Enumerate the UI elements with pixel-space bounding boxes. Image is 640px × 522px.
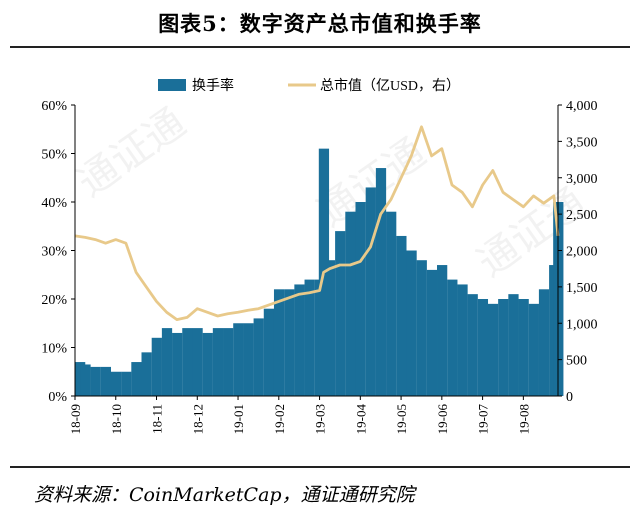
bar-43: [498, 299, 509, 396]
bar-22: [294, 284, 305, 396]
bar-2: [90, 366, 101, 396]
right-tick-label: 1,500: [566, 281, 598, 296]
x-tick-label: 19-05: [394, 404, 409, 434]
bar-41: [477, 299, 489, 396]
legend-label-turnover: 换手率: [192, 77, 234, 94]
bar-46: [528, 303, 539, 396]
bar-44: [508, 294, 519, 396]
bar-16: [233, 323, 244, 396]
left-tick-label: 50%: [41, 148, 67, 163]
bar-34: [406, 250, 417, 396]
bar-26: [324, 260, 336, 396]
bar-14: [212, 328, 224, 396]
left-tick-label: 10%: [41, 342, 67, 357]
bar-13: [202, 332, 213, 396]
x-tick-label: 18-10: [109, 404, 124, 434]
bar-36: [426, 269, 438, 396]
bar-7: [141, 352, 152, 396]
right-tick-label: 4,000: [566, 99, 598, 114]
bar-series: [75, 148, 564, 396]
left-tick-label: 20%: [41, 293, 67, 308]
left-tick-label: 60%: [41, 99, 67, 114]
bar-20: [273, 289, 285, 396]
bar-31: [375, 168, 387, 396]
bar-33: [396, 235, 407, 396]
right-tick-label: 500: [566, 354, 587, 369]
svg-text:通证通: 通证通: [469, 180, 593, 286]
x-tick-label: 19-03: [313, 404, 328, 434]
bar-28: [345, 211, 356, 396]
bar-47: [538, 289, 550, 396]
x-tick-label: 18-12: [190, 404, 205, 434]
x-tick-label: 19-04: [353, 404, 368, 435]
legend-swatch-turnover: [158, 79, 186, 91]
bar-18: [253, 318, 264, 396]
bar-15: [223, 328, 234, 396]
right-tick-label: 1,000: [566, 317, 598, 332]
bar-29: [355, 202, 366, 396]
x-tick-label: 18-11: [150, 404, 165, 434]
x-tick-label: 18-09: [68, 404, 83, 434]
right-tick-label: 2,000: [566, 245, 598, 260]
chart: 通证通 通证通 通证通 0% 10% 20% 30% 40% 50% 60% 0 500 1,00…: [41, 77, 597, 434]
bottom-rule: [10, 466, 630, 468]
line-series-market-cap: [74, 125, 560, 321]
left-tick-label: 40%: [41, 196, 67, 211]
bar-27: [335, 231, 346, 396]
bar-4: [110, 371, 122, 396]
source-note: 资料来源：CoinMarketCap，通证通研究院: [34, 484, 415, 506]
bar-32: [386, 211, 397, 396]
x-tick-label: 19-07: [476, 404, 491, 435]
left-tick-label: 0%: [48, 390, 67, 405]
x-tick-label: 19-01: [231, 404, 246, 434]
bar-11: [182, 328, 193, 396]
bar-10: [172, 332, 183, 396]
bar-23: [304, 279, 315, 396]
bar-17: [243, 323, 254, 396]
bar-1: [80, 364, 91, 396]
right-tick-label: 0: [566, 390, 573, 405]
right-tick-label: 3,500: [566, 135, 598, 150]
bar-12: [192, 328, 203, 396]
right-tick-label: 3,000: [566, 172, 598, 187]
bar-30: [365, 187, 376, 396]
bar-0: [75, 362, 86, 396]
bar-19: [263, 308, 275, 396]
legend-label-market-cap: 总市值（亿USD，右）: [320, 77, 460, 94]
bar-42: [487, 303, 499, 396]
x-tick-label: 19-02: [272, 404, 287, 434]
right-tick-label: 2,500: [566, 208, 598, 223]
x-tick-label: 19-06: [435, 404, 450, 435]
bar-8: [151, 337, 162, 396]
bar-45: [518, 299, 529, 396]
top-rule: [10, 46, 630, 48]
bar-6: [131, 362, 142, 396]
bar-21: [284, 289, 295, 396]
bar-40: [467, 294, 478, 396]
bar-5: [121, 371, 132, 396]
bar-3: [100, 366, 111, 396]
legend: 换手率 总市值（亿USD，右）: [158, 77, 460, 94]
chart-title: 图表5：数字资产总市值和换手率: [158, 11, 482, 36]
bar-35: [416, 260, 427, 396]
bar-38: [447, 279, 458, 396]
left-tick-label: 30%: [41, 245, 67, 260]
bar-37: [437, 265, 448, 396]
bar-39: [457, 284, 468, 396]
bar-9: [161, 328, 173, 396]
watermark: 通证通 通证通 通证通: [69, 100, 593, 286]
x-tick-label: 19-08: [516, 404, 531, 434]
svg-text:通证通: 通证通: [69, 100, 193, 206]
axes: 0% 10% 20% 30% 40% 50% 60% 0 500 1,000 1,500 2,000 2…: [41, 99, 597, 434]
